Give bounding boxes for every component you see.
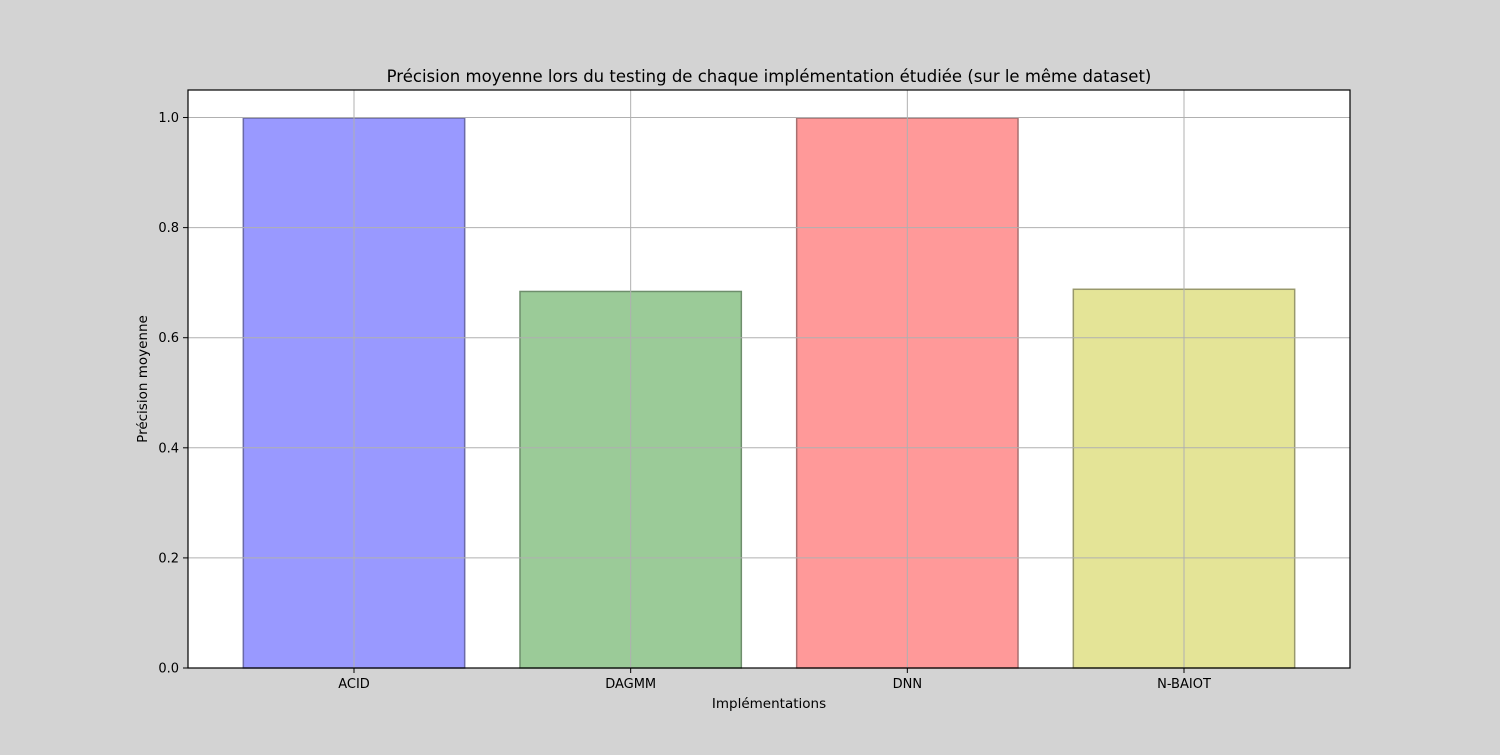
y-tick-label: 0.4 [158, 441, 179, 456]
chart-title: Précision moyenne lors du testing de cha… [387, 67, 1152, 86]
y-axis-label: Précision moyenne [135, 315, 151, 443]
x-tick-label: ACID [338, 677, 370, 692]
y-tick-label: 0.8 [158, 221, 179, 236]
x-tick-label: N-BAIOT [1157, 677, 1211, 692]
x-tick-label: DAGMM [605, 677, 656, 692]
y-tick-label: 1.0 [158, 111, 179, 126]
y-tick-label: 0.6 [158, 331, 179, 346]
plot-frame [187, 89, 1351, 669]
y-tick-label: 0.2 [158, 551, 179, 566]
y-tick-label: 0.0 [158, 662, 179, 677]
x-tick-label: DNN [893, 677, 922, 692]
x-axis-label: Implémentations [712, 696, 826, 712]
